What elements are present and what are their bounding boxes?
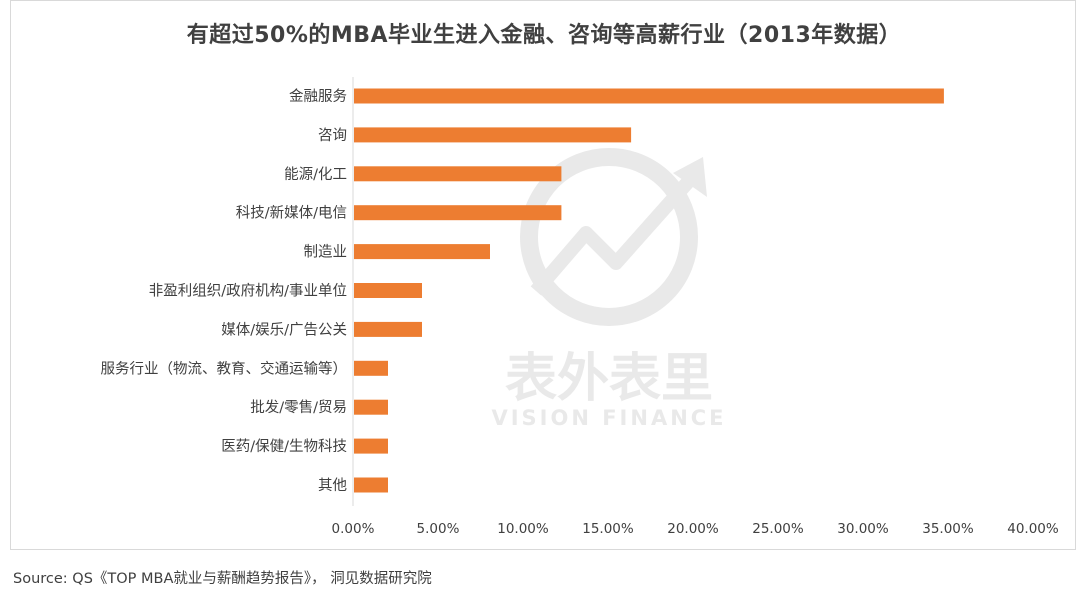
- category-label-10: 其他: [318, 477, 347, 494]
- source-note: Source: QS《TOP MBA就业与薪酬趋势报告》， 洞见数据研究院: [13, 571, 432, 587]
- x-tick-label-7: 35.00%: [922, 521, 974, 537]
- bar-1: [354, 127, 632, 143]
- bar-9: [354, 438, 388, 454]
- category-label-2: 能源/化工: [284, 166, 347, 183]
- bar-3: [354, 205, 562, 221]
- x-tick-label-6: 30.00%: [837, 521, 889, 537]
- x-tick-label-1: 5.00%: [417, 521, 460, 537]
- x-tick-label-2: 10.00%: [497, 521, 549, 537]
- category-label-6: 媒体/娱乐/广告公关: [221, 321, 347, 338]
- bar-10: [354, 477, 388, 493]
- category-label-0: 金融服务: [289, 88, 347, 105]
- category-label-5: 非盈利组织/政府机构/事业单位: [149, 283, 347, 300]
- bar-7: [354, 360, 388, 376]
- watermark: 表外表里 VISION FINANCE: [491, 148, 726, 430]
- bar-4: [354, 244, 490, 260]
- x-tick-label-5: 25.00%: [752, 521, 804, 537]
- category-label-7: 服务行业（物流、教育、交通运输等）: [101, 359, 348, 377]
- watermark-main-text: 表外表里: [505, 349, 713, 409]
- category-label-4: 制造业: [304, 244, 348, 261]
- watermark-sub-text: VISION FINANCE: [491, 406, 726, 430]
- bar-0: [354, 88, 944, 104]
- bar-6: [354, 321, 422, 337]
- category-label-9: 医药/保健/生物科技: [221, 438, 347, 455]
- chart-frame: 有超过50%的MBA毕业生进入金融、咨询等高薪行业（2013年数据） 表外表里 …: [10, 0, 1076, 550]
- x-tick-label-8: 40.00%: [1007, 521, 1059, 537]
- x-tick-label-0: 0.00%: [332, 521, 375, 537]
- category-label-1: 咨询: [318, 127, 347, 144]
- category-label-3: 科技/新媒体/电信: [236, 205, 347, 222]
- chart-plot: 表外表里 VISION FINANCE 金融服务咨询能源/化工科技/新媒体/电信…: [101, 77, 1059, 537]
- bar-8: [354, 399, 388, 415]
- category-label-8: 批发/零售/贸易: [250, 399, 347, 416]
- bar-2: [354, 166, 562, 182]
- bar-5: [354, 283, 422, 298]
- chart-title: 有超过50%的MBA毕业生进入金融、咨询等高薪行业（2013年数据）: [186, 23, 902, 48]
- rising-arrow-logo-icon: [520, 148, 707, 326]
- x-tick-label-4: 20.00%: [667, 521, 719, 537]
- x-tick-label-3: 15.00%: [582, 521, 634, 537]
